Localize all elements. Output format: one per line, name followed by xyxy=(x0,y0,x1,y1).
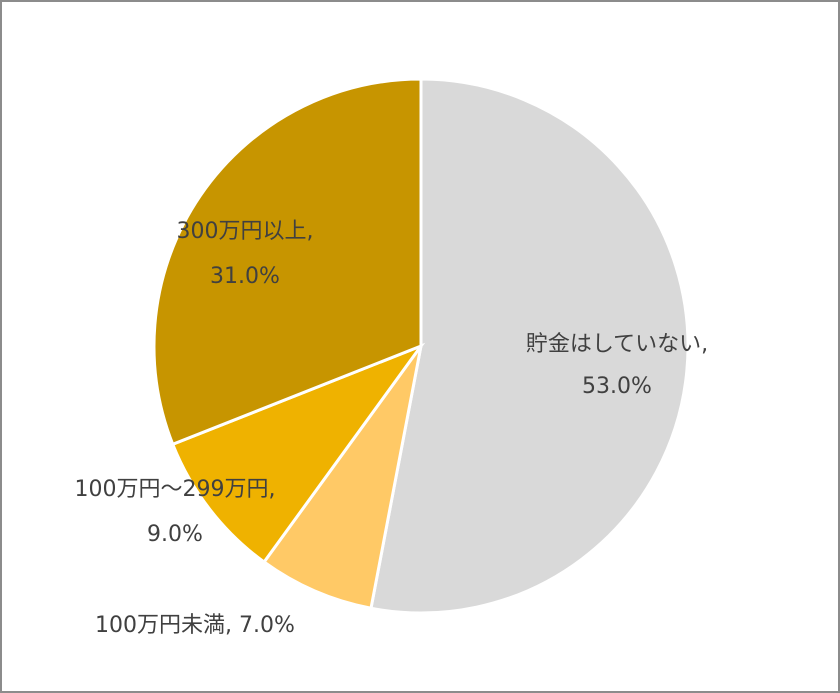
label-separator: , xyxy=(701,332,708,357)
label-separator: , xyxy=(307,219,314,244)
data-label: 300万円以上, xyxy=(177,219,314,244)
pie-slice xyxy=(152,77,423,447)
label-separator: , xyxy=(225,613,232,638)
category-name: 100万円～299万円 xyxy=(75,477,269,502)
category-name: 貯金はしていない xyxy=(526,332,701,357)
data-label: 貯金はしていない, xyxy=(526,332,708,357)
value-label: 9.0% xyxy=(147,522,203,547)
value-label: 53.0% xyxy=(582,374,652,399)
data-label: 100万円～299万円, xyxy=(75,477,276,502)
pie-slice xyxy=(369,77,690,615)
pie-slice xyxy=(261,345,423,611)
pie-slice xyxy=(170,342,426,565)
category-name: 100万円未満 xyxy=(95,613,225,638)
data-label: 100万円未満, 7.0% xyxy=(95,613,295,638)
value-label: 31.0% xyxy=(210,264,280,289)
value-label: 7.0% xyxy=(239,613,295,638)
category-name: 300万円以上 xyxy=(177,219,307,244)
label-separator: , xyxy=(268,477,275,502)
